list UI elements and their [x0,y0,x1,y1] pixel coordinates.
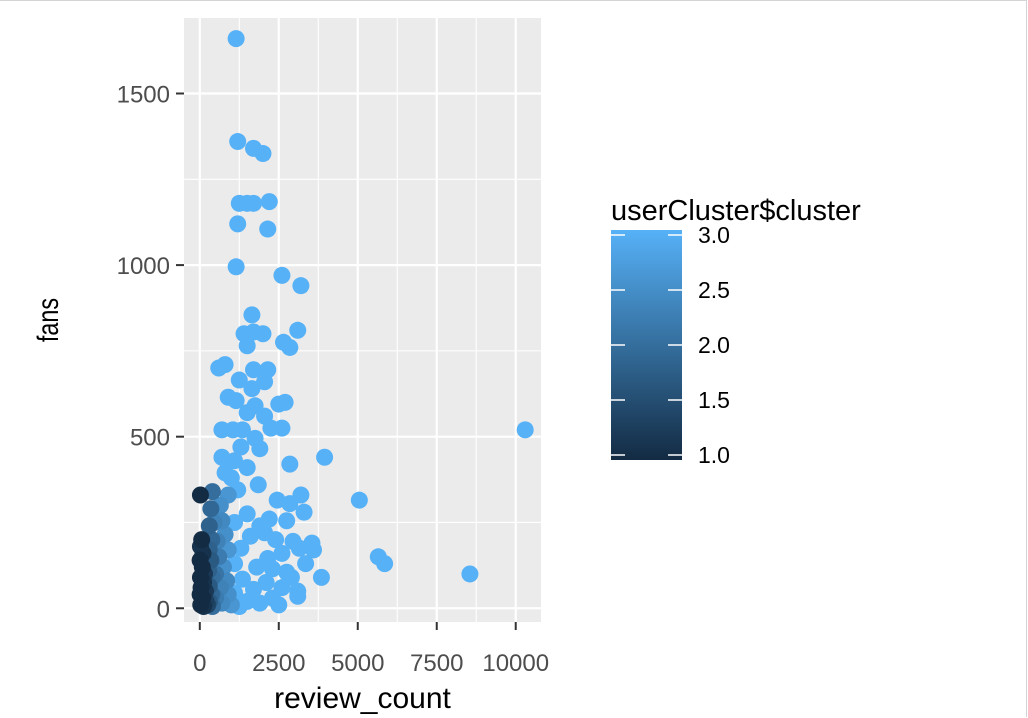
data-point [312,568,330,586]
data-point [260,193,278,211]
data-point [249,476,267,494]
data-point [305,541,323,559]
data-point [273,266,291,284]
data-point [256,373,274,391]
data-point [276,393,294,411]
x-axis: 0 2500 5000 7500 10000 [193,622,549,677]
y-axis: 0 500 1000 1500 [117,82,184,623]
data-point [257,574,275,592]
data-point [230,371,248,389]
data-point [278,512,296,530]
y-tick-label: 1000 [117,253,170,280]
data-point [227,392,245,410]
legend-label: 3.0 [698,222,730,248]
data-point [192,596,210,614]
data-point [350,491,368,509]
y-tick-label: 1500 [117,82,170,109]
data-point [241,527,259,545]
legend-label: 2.5 [698,277,730,303]
color-legend: userCluster$cluster 1.0 1.5 2.0 2.5 3.0 [611,195,861,468]
x-axis-title: review_count [274,682,451,715]
data-point [238,505,256,523]
data-point [281,338,299,356]
data-point [290,539,308,557]
data-point [238,337,256,355]
data-point [254,145,272,163]
data-point [376,555,394,573]
y-tick-label: 500 [130,425,170,452]
data-point [289,587,307,605]
legend-label: 1.5 [698,387,730,413]
data-point [516,421,534,439]
data-point [248,558,266,576]
legend-label: 1.0 [698,442,730,468]
data-point [233,570,251,588]
data-points [191,30,534,616]
data-point [216,356,234,374]
data-point [238,459,256,477]
data-point [251,594,269,612]
data-point [316,448,334,466]
data-point [233,421,251,439]
data-point [254,325,272,343]
x-tick-label: 10000 [482,650,549,677]
data-point [267,531,285,549]
data-point [229,133,247,151]
x-tick-label: 7500 [410,650,463,677]
y-axis-title: fans [31,298,64,342]
data-point [289,321,307,339]
data-point [226,513,244,531]
data-point [232,438,250,456]
data-point [226,452,244,470]
data-point [229,215,247,233]
data-point [295,503,313,521]
data-point [245,194,263,212]
data-point [243,306,261,324]
data-point [270,596,288,614]
legend-label: 2.0 [698,332,730,358]
data-point [281,495,299,513]
data-point [292,277,310,295]
data-point [200,517,218,535]
x-tick-label: 0 [193,650,206,677]
data-point [263,560,281,578]
data-point [227,258,245,276]
data-point [273,419,291,437]
data-point [191,486,209,504]
data-point [251,440,269,458]
data-point [259,220,277,238]
data-point [243,380,261,398]
x-tick-label: 5000 [331,650,384,677]
legend-ticks: 1.0 1.5 2.0 2.5 3.0 [611,222,730,468]
data-point [281,455,299,473]
legend-title: userCluster$cluster [611,195,861,227]
data-point [232,539,250,557]
data-point [227,30,245,48]
data-point [461,565,479,583]
data-point [193,531,211,549]
y-tick-label: 0 [157,596,170,623]
x-tick-label: 2500 [252,650,305,677]
data-point [245,361,263,379]
data-point [297,555,315,573]
plot-panel [184,18,541,622]
data-point [238,404,256,422]
data-point [202,500,220,518]
data-point [273,544,291,562]
